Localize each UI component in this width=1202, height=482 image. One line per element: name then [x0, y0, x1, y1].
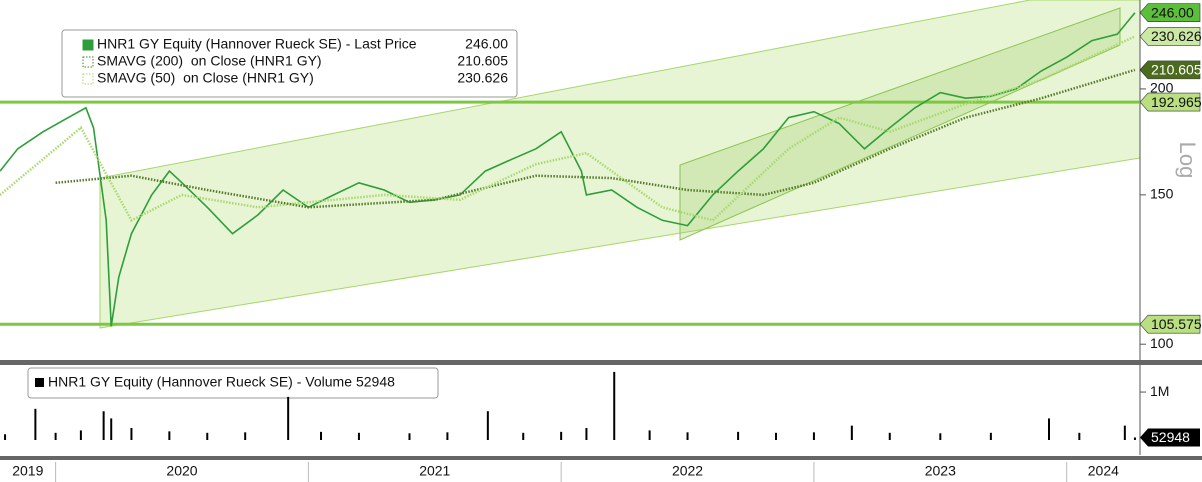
price-tag-label: 105.575 [1151, 316, 1202, 332]
volume-bar [408, 433, 411, 440]
legend-swatch [82, 56, 94, 68]
trend-channel [679, 7, 1121, 241]
price-tag [1139, 27, 1201, 46]
price-tag-label: 192.965 [1151, 94, 1202, 110]
x-tick-label: 2024 [1088, 463, 1119, 479]
volume-bar [34, 408, 37, 440]
volume-bar [1133, 437, 1136, 440]
volume-bar [4, 434, 7, 440]
volume-bar [357, 432, 360, 440]
panel-divider [0, 456, 1202, 460]
volume-tag-label: 52948 [1151, 429, 1190, 445]
volume-bar [130, 428, 133, 440]
y-tick-label: 100 [1150, 335, 1174, 351]
volume-bar [110, 418, 113, 440]
price-tag-label: 246.00 [1151, 4, 1194, 20]
volume-bar [244, 432, 247, 440]
legend-value: 210.605 [457, 53, 508, 69]
legend-value: 230.626 [457, 70, 508, 86]
legend-box [61, 29, 518, 98]
volume-bar [1048, 418, 1051, 440]
panel-divider [0, 360, 1202, 365]
volume-bar [888, 432, 891, 440]
volume-bar [1123, 425, 1126, 440]
volume-bar [613, 371, 616, 440]
volume-bar [560, 431, 563, 440]
price-tag [1139, 92, 1201, 112]
price-tag [1139, 314, 1201, 334]
trend-channel [99, 0, 1141, 329]
volume-bar [168, 431, 171, 440]
x-tick-label: 2022 [672, 463, 703, 479]
legend-box [27, 367, 439, 399]
legend-label: HNR1 GY Equity (Hannover Rueck SE) - Las… [97, 36, 417, 52]
volume-bar [446, 432, 449, 440]
volume-tag [1140, 428, 1200, 447]
volume-bar [320, 431, 323, 440]
legend-value: 52948 [356, 374, 395, 390]
volume-bar [686, 432, 689, 440]
volume-bar [648, 430, 651, 440]
volume-bar [522, 432, 525, 440]
volume-bar [989, 432, 992, 440]
volume-bar [939, 433, 942, 440]
y-tick-label: 150 [1150, 186, 1174, 202]
legend-swatch [82, 39, 94, 51]
y-tick-label: 200 [1150, 80, 1174, 96]
price-line [55, 68, 1136, 209]
price-tag [1139, 3, 1201, 22]
volume-bar [54, 432, 57, 440]
legend-swatch [35, 378, 44, 387]
volume-bar [102, 411, 105, 440]
price-tag-label: 230.626 [1151, 28, 1202, 44]
x-tick-label: 2020 [166, 463, 197, 479]
legend-swatch [82, 73, 94, 85]
volume-bar [206, 432, 209, 440]
volume-bar [287, 396, 290, 440]
legend-value: 246.00 [465, 36, 508, 52]
volume-bar [585, 428, 588, 440]
volume-bar [486, 411, 489, 440]
volume-bar [1078, 432, 1081, 440]
volume-bar [812, 432, 815, 440]
legend-label: HNR1 GY Equity (Hannover Rueck SE) - Vol… [48, 374, 352, 390]
price-line [0, 12, 1136, 327]
price-tag [1139, 60, 1201, 80]
volume-bar [79, 430, 82, 440]
scale-label: Log [1175, 142, 1200, 179]
x-tick-label: 2021 [419, 463, 450, 479]
legend-label: SMAVG (50) on Close (HNR1 GY) [97, 70, 314, 86]
price-tag-label: 210.605 [1151, 62, 1202, 78]
volume-bar [850, 425, 853, 440]
y-tick-label: 1M [1150, 383, 1169, 399]
legend-label: SMAVG (200) on Close (HNR1 GY) [97, 53, 322, 69]
x-tick-label: 2019 [12, 463, 43, 479]
x-tick-label: 2023 [925, 463, 956, 479]
volume-bar [737, 431, 740, 440]
volume-bar [775, 432, 778, 440]
